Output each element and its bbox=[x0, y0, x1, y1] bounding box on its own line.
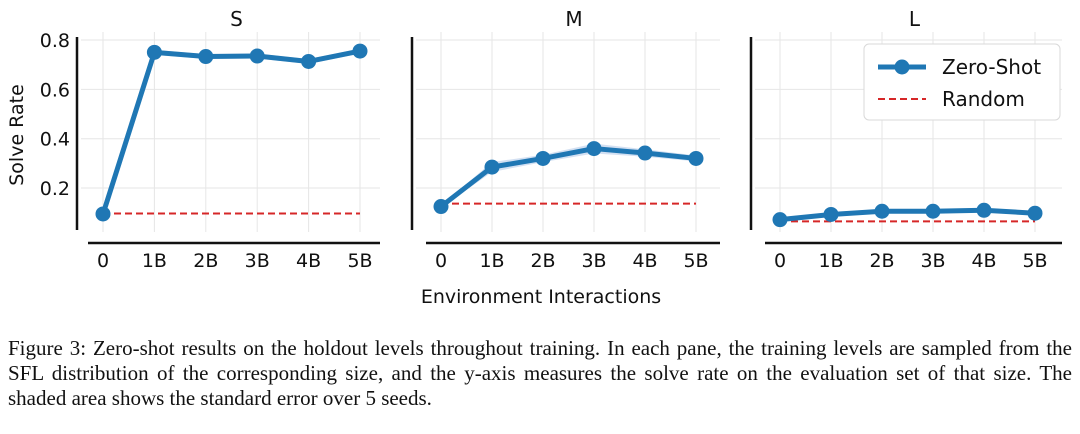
x-tick-label: 4B bbox=[971, 250, 996, 272]
x-tick-label: 5B bbox=[683, 250, 708, 272]
x-tick-label: 1B bbox=[818, 250, 843, 272]
zero-shot-point bbox=[688, 150, 704, 166]
x-tick-label: 4B bbox=[296, 250, 321, 272]
x-tick-label: 3B bbox=[245, 250, 270, 272]
x-tick-label: 4B bbox=[632, 250, 657, 272]
zero-shot-point bbox=[198, 49, 214, 65]
zero-shot-line bbox=[779, 207, 1036, 223]
x-tick-label: 0 bbox=[774, 250, 786, 272]
y-tick-label: 0.6 bbox=[40, 79, 70, 101]
x-tick-label: 3B bbox=[581, 250, 606, 272]
panel-title: S bbox=[230, 7, 243, 31]
zero-shot-point bbox=[484, 159, 500, 175]
y-tick-label: 0.2 bbox=[40, 178, 70, 200]
x-tick-label: 1B bbox=[479, 250, 504, 272]
legend-random-label: Random bbox=[942, 87, 1025, 111]
x-tick-label: 0 bbox=[97, 250, 109, 272]
zero-shot-point bbox=[433, 199, 449, 215]
figure: 0 1B 2B 3B 4B 5B 0.2 0.4 0.6 0.8 S 0 1B 2B 3B 4B 5B M 0 1B 2… bbox=[6, 7, 1062, 308]
zero-shot-point bbox=[772, 212, 788, 228]
zero-shot-line bbox=[100, 48, 361, 215]
x-tick-label: 5B bbox=[347, 250, 372, 272]
figure-caption: Figure 3: Zero-shot results on the holdo… bbox=[8, 336, 1072, 410]
panel-title: L bbox=[909, 7, 921, 31]
zero-shot-point bbox=[976, 202, 992, 218]
x-tick-label: 1B bbox=[142, 250, 167, 272]
zero-shot-point bbox=[146, 44, 162, 60]
zero-shot-line bbox=[439, 146, 697, 209]
zero-shot-point bbox=[823, 206, 839, 222]
zero-shot-point bbox=[586, 141, 602, 157]
legend-zero-shot-marker bbox=[894, 59, 910, 75]
zero-shot-point bbox=[249, 48, 265, 64]
x-tick-label: 2B bbox=[530, 250, 555, 272]
x-axis-label: Environment Interactions bbox=[421, 286, 661, 308]
zero-shot-point bbox=[925, 203, 941, 219]
x-tick-label: 2B bbox=[869, 250, 894, 272]
zero-shot-point bbox=[874, 203, 890, 219]
legend-box bbox=[863, 43, 1061, 121]
y-tick-label: 0.4 bbox=[40, 129, 70, 151]
panel-title: M bbox=[565, 7, 582, 31]
chart-svg: 0 1B 2B 3B 4B 5B 0.2 0.4 0.6 0.8 S 0 1B 2B 3B 4B 5B M 0 1B 2… bbox=[6, 7, 1062, 308]
zero-shot-point bbox=[352, 43, 368, 59]
x-tick-label: 3B bbox=[920, 250, 945, 272]
x-tick-label: 5B bbox=[1022, 250, 1047, 272]
zero-shot-point bbox=[1027, 205, 1043, 221]
x-tick-label: 2B bbox=[193, 250, 218, 272]
legend-zero-shot-label: Zero-Shot bbox=[942, 55, 1041, 79]
zero-shot-point bbox=[637, 145, 653, 161]
y-axis-label: Solve Rate bbox=[6, 84, 28, 186]
x-tick-label: 0 bbox=[435, 250, 447, 272]
stderr-band bbox=[441, 143, 696, 208]
zero-shot-point bbox=[535, 150, 551, 166]
stderr-band bbox=[103, 48, 360, 216]
zero-shot-point bbox=[301, 53, 317, 69]
zero-shot-point bbox=[95, 206, 111, 222]
y-tick-label: 0.8 bbox=[40, 30, 70, 52]
